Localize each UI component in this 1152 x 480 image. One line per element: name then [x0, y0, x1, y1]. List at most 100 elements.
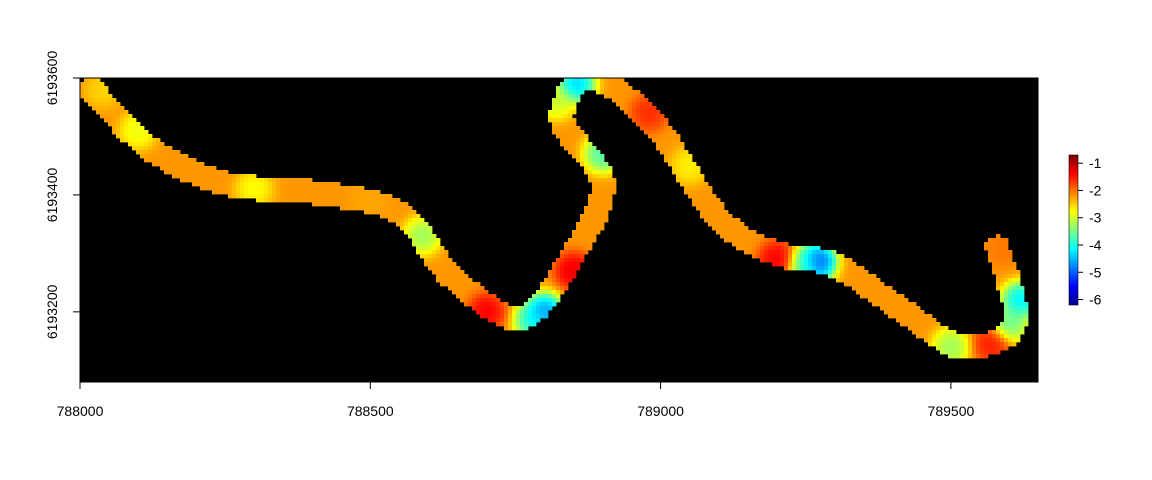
raster-cell: [108, 118, 113, 123]
raster-cell: [160, 154, 165, 159]
raster-cell: [476, 298, 481, 303]
raster-cell: [576, 98, 581, 103]
raster-cell: [684, 162, 689, 167]
raster-cell: [420, 226, 425, 231]
raster-cell: [188, 174, 193, 179]
raster-cell: [1000, 286, 1005, 291]
raster-cell: [996, 274, 1001, 279]
raster-cell: [404, 222, 409, 227]
raster-cell: [348, 202, 353, 207]
raster-cell: [80, 86, 85, 91]
raster-cell: [808, 258, 813, 263]
raster-cell: [304, 182, 309, 187]
raster-cell: [1020, 298, 1025, 303]
raster-cell: [632, 110, 637, 115]
raster-cell: [572, 262, 577, 267]
raster-cell: [156, 146, 161, 151]
raster-cell: [1004, 314, 1009, 319]
raster-cell: [452, 270, 457, 275]
raster-cell: [592, 154, 597, 159]
raster-cell: [140, 130, 145, 135]
raster-cell: [796, 258, 801, 263]
raster-cell: [544, 294, 549, 299]
raster-cell: [728, 218, 733, 223]
raster-cell: [580, 134, 585, 139]
raster-cell: [768, 258, 773, 263]
raster-cell: [924, 322, 929, 327]
raster-cell: [1016, 298, 1021, 303]
raster-cell: [228, 190, 233, 195]
raster-cell: [548, 302, 553, 307]
raster-cell: [948, 346, 953, 351]
raster-cell: [108, 94, 113, 99]
raster-cell: [604, 210, 609, 215]
raster-cell: [900, 298, 905, 303]
raster-cell: [464, 286, 469, 291]
raster-cell: [96, 94, 101, 99]
raster-cell: [768, 250, 773, 255]
raster-cell: [812, 262, 817, 267]
raster-cell: [700, 202, 705, 207]
raster-cell: [996, 234, 1001, 239]
raster-cell: [628, 110, 633, 115]
raster-cell: [620, 102, 625, 107]
raster-cell: [804, 250, 809, 255]
raster-cells: [80, 78, 1029, 359]
raster-cell: [1016, 274, 1021, 279]
raster-cell: [972, 334, 977, 339]
raster-cell: [144, 142, 149, 147]
raster-cell: [240, 190, 245, 195]
raster-cell: [548, 110, 553, 115]
raster-cell: [316, 194, 321, 199]
raster-cell: [440, 274, 445, 279]
raster-cell: [416, 222, 421, 227]
raster-cell: [576, 234, 581, 239]
raster-cell: [940, 342, 945, 347]
raster-cell: [592, 226, 597, 231]
raster-cell: [312, 190, 317, 195]
raster-cell: [700, 194, 705, 199]
raster-cell: [552, 274, 557, 279]
raster-cell: [868, 294, 873, 299]
raster-cell: [876, 278, 881, 283]
raster-cell: [612, 178, 617, 183]
raster-cell: [260, 194, 265, 199]
raster-cell: [596, 222, 601, 227]
raster-cell: [596, 202, 601, 207]
raster-cell: [296, 198, 301, 203]
raster-cell: [340, 206, 345, 211]
raster-cell: [580, 138, 585, 143]
raster-cell: [396, 202, 401, 207]
raster-cell: [592, 230, 597, 235]
raster-cell: [584, 170, 589, 175]
raster-cell: [572, 254, 577, 259]
raster-cell: [624, 106, 629, 111]
raster-cell: [596, 162, 601, 167]
raster-cell: [400, 226, 405, 231]
raster-cell: [96, 98, 101, 103]
raster-cell: [540, 302, 545, 307]
raster-cell: [608, 186, 613, 191]
raster-cell: [252, 178, 257, 183]
raster-cell: [920, 322, 925, 327]
raster-cell: [408, 210, 413, 215]
raster-cell: [168, 154, 173, 159]
raster-cell: [784, 242, 789, 247]
raster-cell: [304, 198, 309, 203]
raster-cell: [568, 78, 573, 83]
raster-cell: [556, 102, 561, 107]
raster-cell: [296, 182, 301, 187]
raster-cell: [596, 166, 601, 171]
raster-cell: [148, 134, 153, 139]
raster-cell: [872, 302, 877, 307]
raster-cell: [212, 166, 217, 171]
raster-cell: [672, 170, 677, 175]
raster-cell: [148, 158, 153, 163]
raster-cell: [572, 126, 577, 131]
raster-cell: [544, 298, 549, 303]
raster-cell: [992, 246, 997, 251]
raster-cell: [936, 342, 941, 347]
raster-cell: [628, 86, 633, 91]
raster-cell: [84, 94, 89, 99]
raster-cell: [108, 114, 113, 119]
